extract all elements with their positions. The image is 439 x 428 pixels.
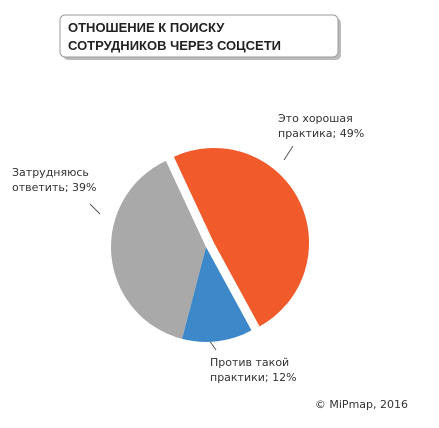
pie-slice [173,147,310,327]
source: © MiPmap, 2016 [315,398,408,411]
title-box [59,14,339,58]
data-label: практики; 12% [210,371,297,384]
data-label: Это хорошая [278,112,353,125]
leader-line [283,145,294,161]
leader-line [89,203,101,215]
data-label: Затрудняюсь [12,166,89,179]
data-label: Против такой [210,356,289,369]
chart-title: ОТНОШЕНИЕ К ПОИСКУ [68,20,225,35]
data-label: ответить; 39% [12,181,97,194]
pie-slice [182,247,252,342]
data-label: практика; 49% [278,127,364,140]
chart-title: СОТРУДНИКОВ ЧЕРЕЗ СОЦСЕТИ [68,38,281,53]
pie-slice [110,160,206,339]
